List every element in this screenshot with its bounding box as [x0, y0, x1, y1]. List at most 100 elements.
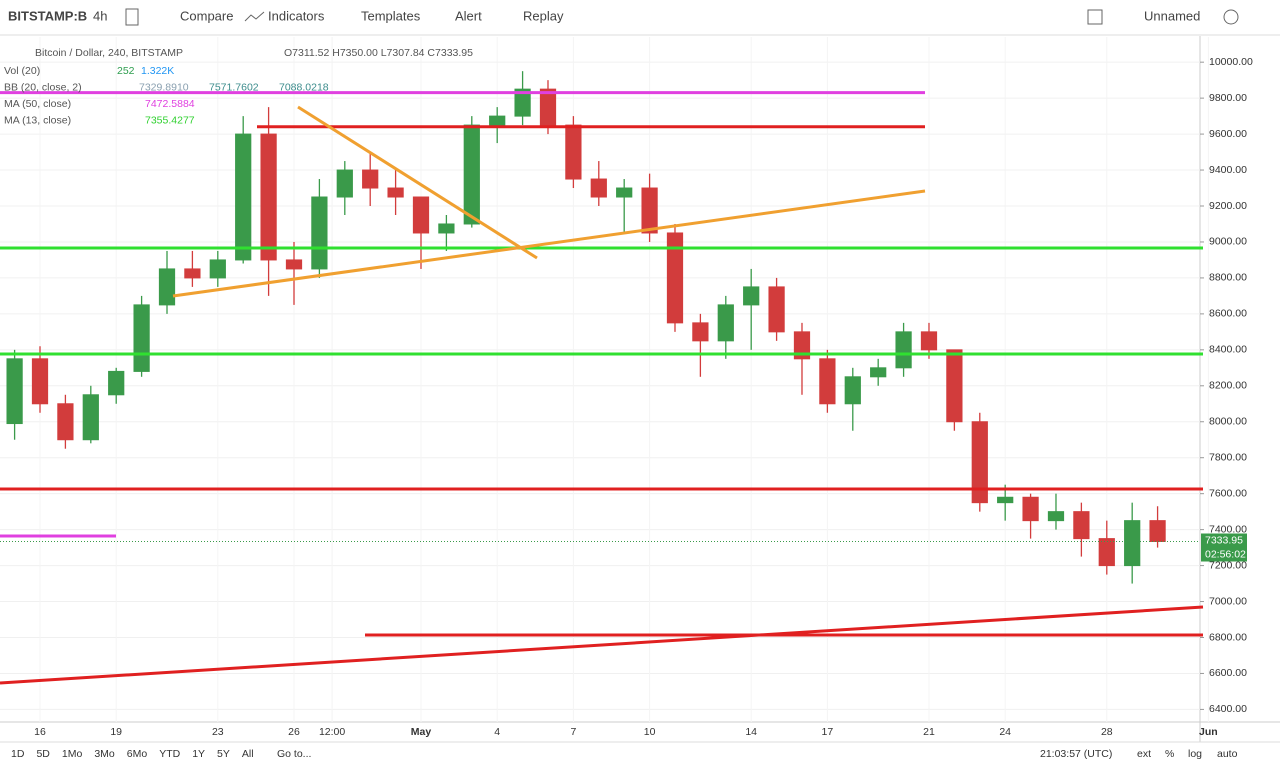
y-tick-label: 8600.00: [1209, 308, 1247, 320]
x-tick-label: 12:00: [319, 726, 345, 738]
x-tick-label: Jun: [1199, 726, 1218, 738]
range-buttons: 1D 5D 1Mo 3Mo 6Mo YTD 1Y 5Y All: [11, 748, 254, 760]
candle-body: [1073, 511, 1090, 540]
indicators-icon: [244, 11, 265, 22]
last-price-tag: [1201, 533, 1247, 562]
candle-body: [412, 196, 430, 234]
range-button[interactable]: YTD: [159, 748, 180, 760]
y-tick-label: 9200.00: [1209, 200, 1247, 212]
candle-body: [336, 169, 353, 198]
ohlc-values: O7311.52 H7350.00 L7307.84 C7333.95: [284, 47, 473, 59]
indicator-value: 7472.5884: [145, 98, 195, 110]
alert-button[interactable]: Alert: [455, 8, 482, 23]
candle-body: [1098, 538, 1115, 567]
indicator-value: 7571.7602: [209, 81, 259, 93]
countdown-label: 02:56:02: [1205, 548, 1246, 560]
interval[interactable]: 4h: [93, 8, 107, 23]
percent-toggle[interactable]: %: [1165, 748, 1174, 760]
candle-body: [743, 286, 760, 306]
range-button[interactable]: 1Y: [192, 748, 205, 760]
candle-body: [946, 349, 963, 423]
plot: [0, 37, 1209, 722]
indicator-name[interactable]: MA (50, close): [4, 98, 71, 110]
candle-body: [793, 331, 811, 360]
range-button[interactable]: 5D: [36, 748, 50, 760]
range-button[interactable]: All: [242, 748, 254, 760]
symbol[interactable]: BITSTAMP:B: [8, 8, 87, 23]
indicator-value: 7329.8910: [139, 81, 189, 93]
candle-body: [616, 187, 633, 198]
goto-button[interactable]: Go to...: [277, 748, 311, 760]
compare-button[interactable]: Compare: [180, 8, 233, 23]
y-tick-label: 7200.00: [1209, 559, 1247, 571]
candle-body: [1022, 496, 1039, 522]
candle-body: [717, 304, 734, 342]
range-button[interactable]: 6Mo: [127, 748, 148, 760]
x-tick-label: 14: [745, 726, 757, 738]
x-tick-label: 4: [494, 726, 500, 738]
fullscreen-box[interactable]: [1087, 9, 1103, 25]
y-tick-label: 9800.00: [1209, 92, 1247, 104]
log-toggle[interactable]: log: [1188, 748, 1202, 760]
last-price-label: 7333.95: [1205, 534, 1243, 546]
candle-body: [260, 133, 277, 261]
indicator-value: 7088.0218: [279, 81, 329, 93]
candle-body: [768, 286, 785, 333]
candle-body: [844, 376, 861, 405]
x-tick-label: 16: [34, 726, 46, 738]
replay-button[interactable]: Replay: [523, 8, 564, 23]
ext-toggle[interactable]: ext: [1137, 748, 1151, 760]
templates-button[interactable]: Templates: [361, 8, 421, 23]
candle-body: [133, 304, 150, 372]
settings-icon[interactable]: [1223, 9, 1239, 25]
candle-body: [31, 358, 49, 405]
candle-body: [692, 322, 709, 342]
candle-body: [209, 259, 226, 279]
candle-body: [82, 394, 99, 441]
range-button[interactable]: 5Y: [217, 748, 230, 760]
indicator-value: 252: [117, 65, 135, 77]
candle-body: [463, 124, 480, 225]
indicator-name[interactable]: MA (13, close): [4, 114, 71, 126]
chart-title: Bitcoin / Dollar, 240, BITSTAMP: [35, 47, 183, 59]
y-tick-label: 9400.00: [1209, 164, 1247, 176]
candle-body: [387, 187, 404, 198]
y-tick-label: 8000.00: [1209, 416, 1247, 428]
trendline: [172, 189, 926, 298]
layout-name[interactable]: Unnamed: [1144, 8, 1200, 23]
candle-body: [362, 169, 379, 189]
x-tick-label: May: [411, 726, 432, 738]
x-tick-label: 21: [923, 726, 935, 738]
range-button[interactable]: 1Mo: [62, 748, 83, 760]
x-tick-label: 7: [570, 726, 576, 738]
auto-toggle[interactable]: auto: [1217, 748, 1238, 760]
range-button[interactable]: 3Mo: [94, 748, 115, 760]
candle-body: [1047, 511, 1065, 522]
candle-body: [311, 196, 328, 270]
candle-body: [565, 124, 582, 180]
y-tick-label: 6400.00: [1209, 703, 1247, 715]
trendline: [0, 605, 1204, 685]
trendline: [297, 105, 538, 260]
candle-body: [920, 331, 938, 351]
candle-body: [539, 88, 557, 126]
candle-body: [997, 496, 1014, 504]
candle-body: [57, 403, 74, 441]
range-button[interactable]: 1D: [11, 748, 25, 760]
candle-body: [235, 133, 252, 261]
candle-body: [895, 331, 912, 369]
x-tick-label: 26: [288, 726, 300, 738]
indicators-button[interactable]: Indicators: [268, 8, 325, 23]
y-tick-label: 7800.00: [1209, 451, 1247, 463]
y-tick-label: 10000.00: [1209, 56, 1253, 68]
indicator-name[interactable]: Vol (20): [4, 65, 40, 77]
candle-icon[interactable]: [125, 8, 139, 26]
clock: 21:03:57 (UTC): [1040, 748, 1112, 760]
y-tick-label: 8800.00: [1209, 272, 1247, 284]
indicator-name[interactable]: BB (20, close, 2): [4, 81, 82, 93]
x-tick-label: 23: [212, 726, 224, 738]
candle-body: [1149, 520, 1166, 542]
candle-body: [1124, 520, 1141, 567]
indicator-legend: Vol (20) 252 1.322K BB (20, close, 2) 7329.8…: [4, 65, 329, 127]
